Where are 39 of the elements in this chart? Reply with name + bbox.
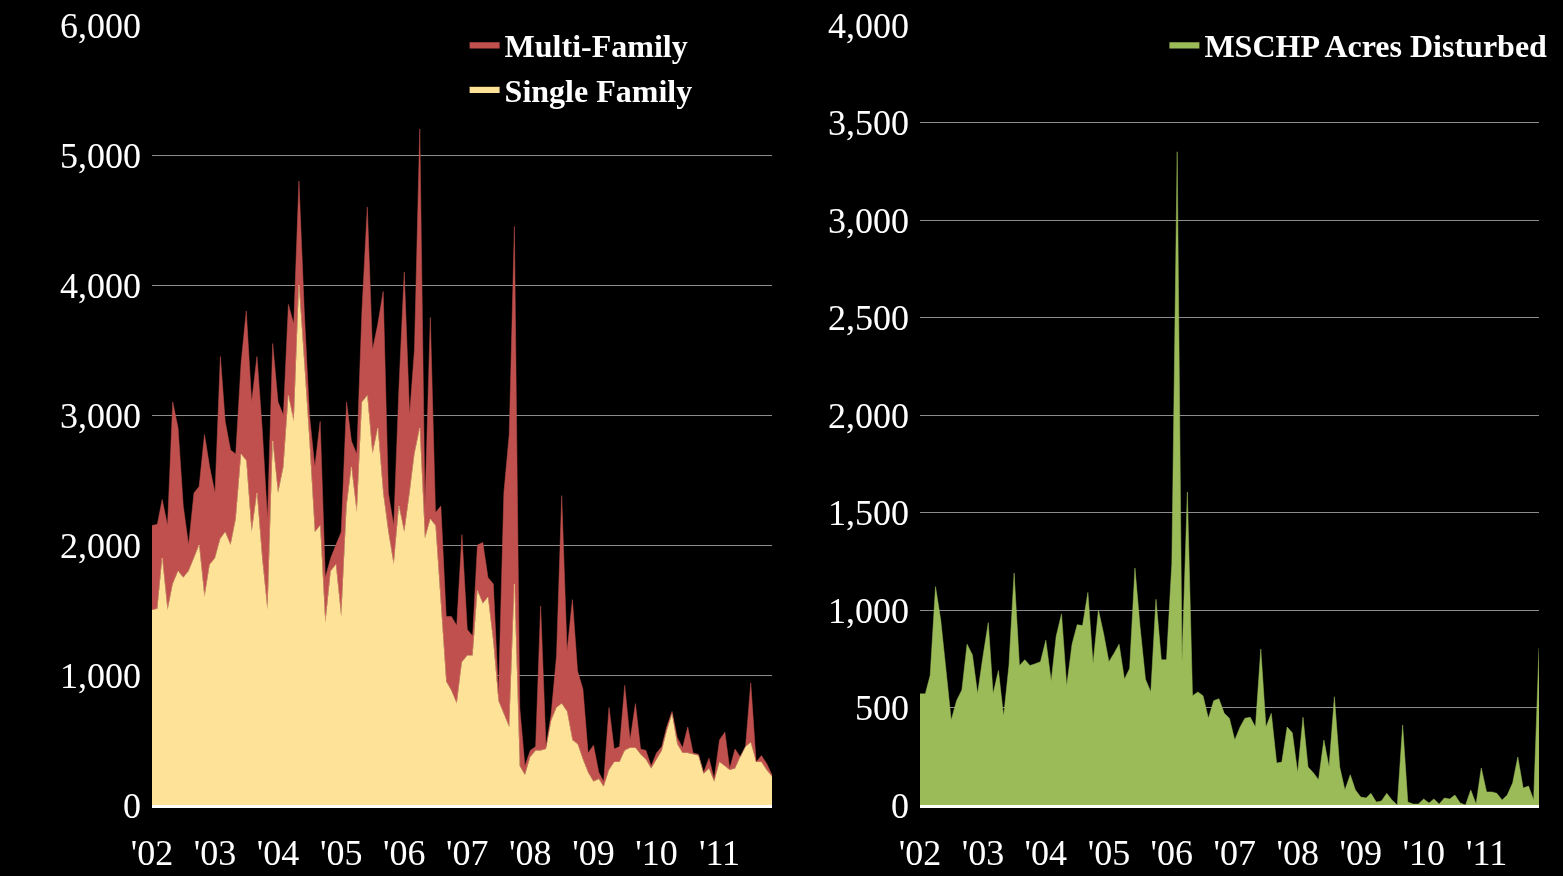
- legend-label: MSCHP Acres Disturbed: [1204, 27, 1548, 64]
- y-tick-label: 2,000: [60, 525, 141, 566]
- x-tick-label: '04: [256, 833, 300, 874]
- y-tick-label: 3,000: [60, 395, 141, 436]
- x-tick-label: '05: [319, 833, 363, 874]
- x-tick-label: '03: [961, 833, 1005, 874]
- y-tick-label: 4,000: [60, 265, 141, 306]
- x-tick-label: '09: [572, 833, 615, 874]
- y-tick-label: 500: [855, 688, 909, 729]
- x-tick-label: '03: [193, 833, 237, 874]
- y-tick-label: 1,000: [60, 655, 141, 696]
- x-tick-label: '07: [1213, 833, 1257, 874]
- y-tick-label: 1,000: [828, 590, 909, 631]
- x-tick-label: '09: [1339, 833, 1383, 874]
- legend-label: Multi-Family: [504, 27, 688, 64]
- x-tick-label: '11: [1466, 833, 1508, 874]
- x-tick-label: '02: [130, 833, 174, 874]
- y-tick-label: 6,000: [60, 5, 141, 46]
- x-tick-label: '06: [383, 833, 426, 874]
- x-tick-label: '10: [1402, 833, 1445, 874]
- y-tick-label: 5,000: [60, 135, 141, 176]
- x-tick-label: '08: [1276, 833, 1319, 874]
- y-tick-label: 0: [123, 785, 141, 826]
- x-tick-label: '02: [898, 833, 942, 874]
- x-tick-label: '07: [446, 833, 489, 874]
- x-tick-label: '10: [635, 833, 678, 874]
- x-tick-label: '11: [698, 833, 741, 874]
- x-tick-label: '05: [1087, 833, 1131, 874]
- y-tick-label: 0: [891, 785, 909, 826]
- x-tick-label: '06: [1150, 833, 1194, 874]
- y-tick-label: 3,500: [828, 103, 909, 144]
- y-tick-label: 4,000: [828, 5, 909, 46]
- x-tick-label: '04: [1024, 833, 1068, 874]
- y-tick-label: 1,500: [828, 493, 909, 534]
- y-tick-label: 2,500: [828, 298, 909, 339]
- y-tick-label: 3,000: [828, 200, 909, 241]
- y-tick-label: 2,000: [828, 395, 909, 436]
- legend-label: Single Family: [504, 72, 693, 109]
- x-tick-label: '08: [509, 833, 552, 874]
